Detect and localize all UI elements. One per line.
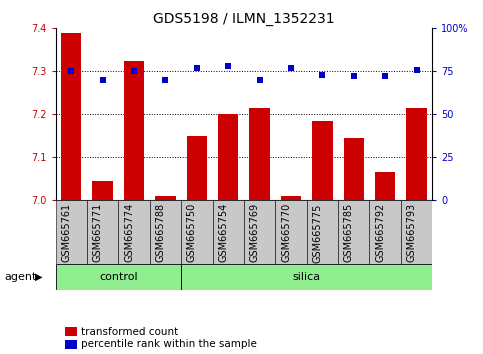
Bar: [181, 200, 213, 264]
Bar: [155, 196, 176, 200]
Text: GSM665769: GSM665769: [250, 203, 260, 262]
Text: GSM665761: GSM665761: [61, 203, 71, 262]
Text: percentile rank within the sample: percentile rank within the sample: [81, 339, 256, 349]
Text: GSM665775: GSM665775: [313, 203, 323, 263]
Bar: [213, 200, 244, 264]
Bar: [275, 200, 307, 264]
Text: GSM665774: GSM665774: [124, 203, 134, 262]
Point: [99, 77, 107, 83]
Bar: [281, 196, 301, 200]
Bar: [87, 200, 118, 264]
Point: [412, 67, 420, 72]
Text: GSM665750: GSM665750: [187, 203, 197, 262]
Bar: [56, 264, 181, 290]
Bar: [307, 200, 338, 264]
Bar: [244, 200, 275, 264]
Bar: [92, 181, 113, 200]
Bar: [181, 264, 432, 290]
Text: silica: silica: [293, 272, 321, 282]
Text: control: control: [99, 272, 138, 282]
Text: GSM665793: GSM665793: [407, 203, 416, 262]
Text: ▶: ▶: [35, 272, 43, 282]
Bar: [338, 200, 369, 264]
Bar: [218, 114, 239, 200]
Bar: [369, 200, 401, 264]
Text: GSM665770: GSM665770: [281, 203, 291, 262]
Point: [193, 65, 201, 71]
Point: [350, 74, 357, 79]
Bar: [401, 200, 432, 264]
Bar: [186, 136, 207, 200]
Text: GSM665785: GSM665785: [344, 203, 354, 262]
Point: [161, 77, 170, 83]
Bar: [406, 108, 427, 200]
Bar: [312, 121, 333, 200]
Point: [382, 74, 389, 79]
Point: [256, 77, 264, 83]
Title: GDS5198 / ILMN_1352231: GDS5198 / ILMN_1352231: [153, 12, 335, 26]
Bar: [343, 138, 364, 200]
Point: [68, 68, 75, 74]
Point: [319, 72, 327, 78]
Text: GSM665754: GSM665754: [218, 203, 228, 262]
Text: GSM665771: GSM665771: [93, 203, 103, 262]
Text: agent: agent: [5, 272, 37, 282]
Bar: [249, 108, 270, 200]
Point: [224, 63, 232, 69]
Point: [130, 68, 138, 74]
Bar: [150, 200, 181, 264]
Bar: [56, 200, 87, 264]
Bar: [61, 33, 82, 200]
Point: [287, 65, 295, 71]
Bar: [375, 172, 396, 200]
Bar: [118, 200, 150, 264]
Text: GSM665788: GSM665788: [156, 203, 165, 262]
Text: transformed count: transformed count: [81, 327, 178, 337]
Text: GSM665792: GSM665792: [375, 203, 385, 262]
Bar: [124, 61, 144, 200]
